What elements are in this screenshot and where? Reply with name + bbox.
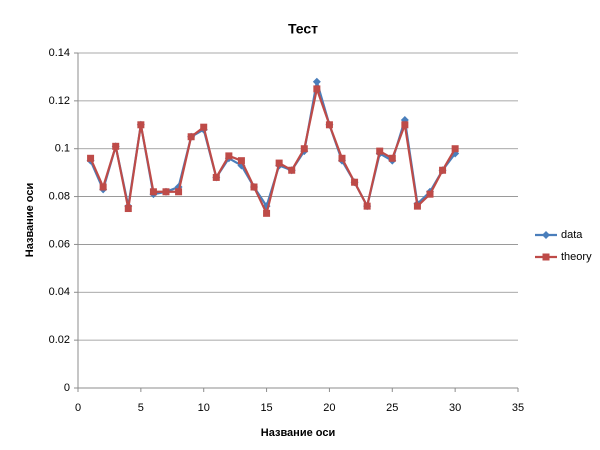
data-point (162, 188, 170, 196)
legend-marker (542, 231, 550, 239)
y-tick-label: 0.02 (49, 334, 70, 346)
x-axis-label: Название оси (261, 427, 335, 439)
data-point (312, 77, 321, 86)
data-point (351, 178, 359, 186)
data-point (124, 205, 132, 213)
data-point (325, 121, 333, 129)
data-point (439, 166, 447, 174)
x-tick-label: 5 (138, 402, 144, 414)
x-tick-label: 20 (323, 402, 335, 414)
data-point (250, 183, 258, 191)
data-point (388, 154, 396, 162)
series-line (89, 84, 457, 217)
data-point (87, 154, 95, 162)
y-tick-label: 0.04 (49, 286, 70, 298)
y-tick-label: 0.1 (55, 143, 70, 155)
x-tick-label: 10 (198, 402, 210, 414)
y-tick-label: 0.14 (49, 47, 70, 59)
y-tick-label: 0.06 (49, 238, 70, 250)
y-axis-label: Название оси (24, 183, 36, 257)
data-point (451, 145, 459, 153)
chart-title: Тест (288, 21, 318, 37)
x-tick-label: 0 (75, 402, 81, 414)
y-tick-label: 0 (64, 382, 70, 394)
legend-marker (542, 253, 550, 261)
data-point (338, 154, 346, 162)
data-point (149, 188, 157, 196)
data-point (313, 85, 321, 93)
x-tick-label: 25 (386, 402, 398, 414)
data-point (175, 188, 183, 196)
data-point (275, 159, 283, 167)
data-point (363, 202, 371, 210)
data-point (401, 121, 409, 129)
legend-label: data (561, 229, 583, 241)
x-tick-label: 35 (512, 402, 524, 414)
data-point (187, 133, 195, 141)
data-point (376, 147, 384, 155)
data-point (237, 157, 245, 165)
x-tick-label: 15 (260, 402, 272, 414)
data-point (137, 121, 145, 129)
data-point (426, 190, 434, 198)
data-point (263, 209, 271, 217)
data-point (200, 123, 208, 131)
data-point (212, 173, 220, 181)
x-tick-label: 30 (449, 402, 461, 414)
data-point (225, 152, 233, 160)
data-point (300, 145, 308, 153)
data-point (99, 183, 107, 191)
y-tick-label: 0.12 (49, 95, 70, 107)
data-point (112, 142, 120, 150)
y-tick-label: 0.08 (49, 190, 70, 202)
legend-label: theory (561, 251, 592, 263)
data-point (288, 166, 296, 174)
data-point (413, 202, 421, 210)
